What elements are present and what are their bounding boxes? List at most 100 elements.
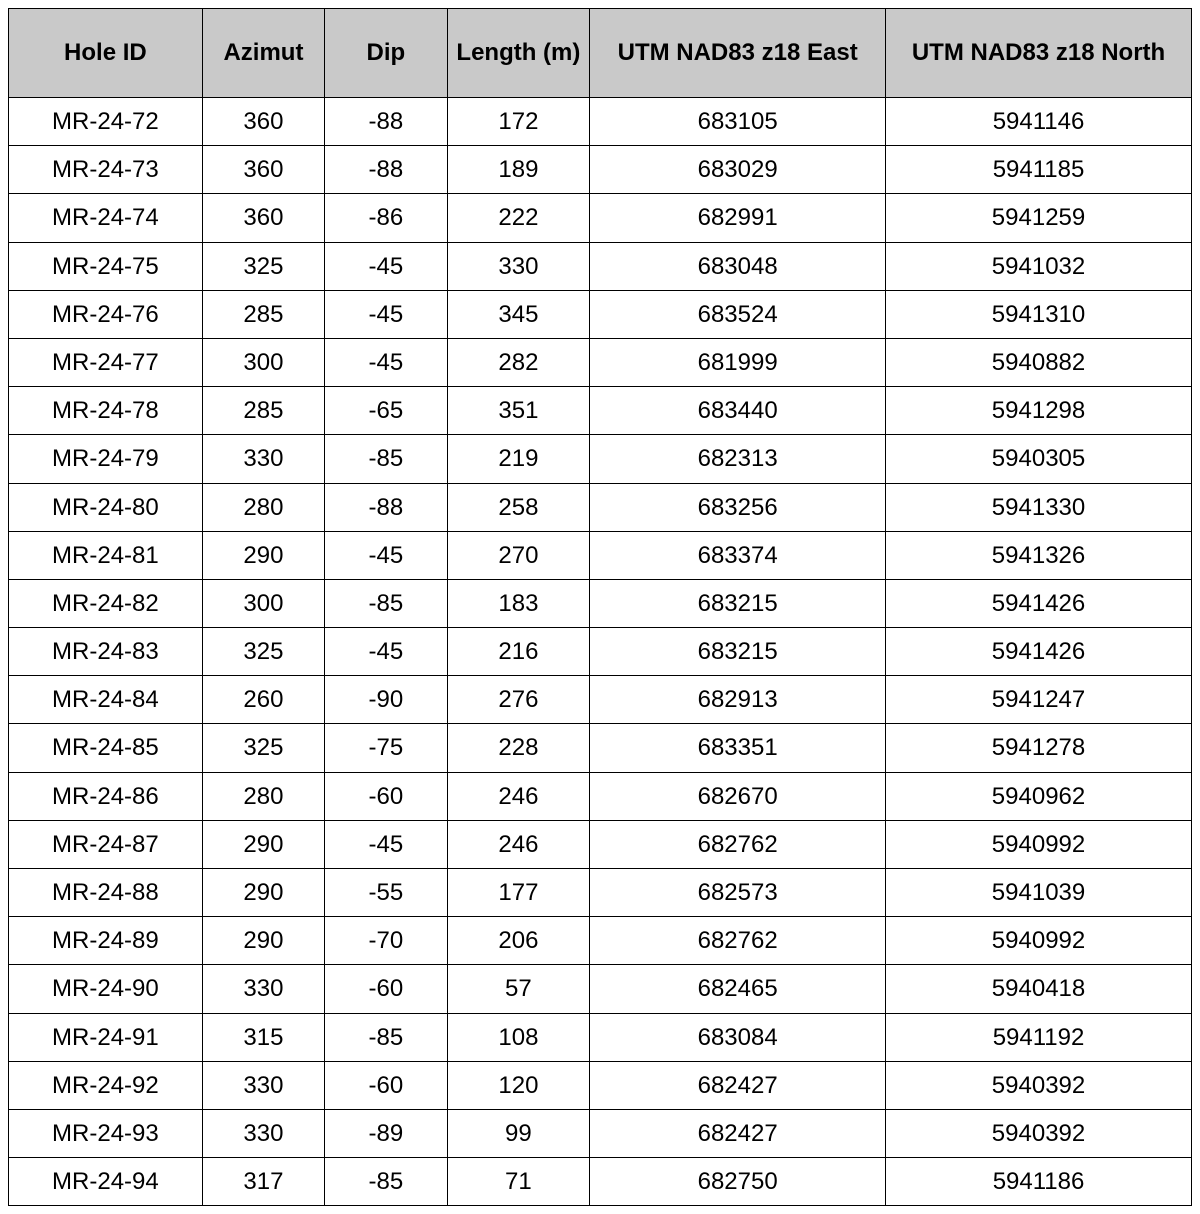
table-row: MR-24-92330-601206824275940392 bbox=[9, 1061, 1192, 1109]
table-row: MR-24-86280-602466826705940962 bbox=[9, 772, 1192, 820]
header-north: UTM NAD83 z18 North bbox=[886, 9, 1192, 98]
cell: MR-24-78 bbox=[9, 387, 203, 435]
cell: MR-24-85 bbox=[9, 724, 203, 772]
cell: -86 bbox=[325, 194, 447, 242]
cell: 5940962 bbox=[886, 772, 1192, 820]
cell: 5940882 bbox=[886, 338, 1192, 386]
cell: MR-24-92 bbox=[9, 1061, 203, 1109]
table-row: MR-24-83325-452166832155941426 bbox=[9, 628, 1192, 676]
cell: -88 bbox=[325, 98, 447, 146]
cell: 351 bbox=[447, 387, 590, 435]
cell: 5941146 bbox=[886, 98, 1192, 146]
cell: 315 bbox=[202, 1013, 324, 1061]
cell: MR-24-91 bbox=[9, 1013, 203, 1061]
cell: -88 bbox=[325, 146, 447, 194]
header-hole-id: Hole ID bbox=[9, 9, 203, 98]
cell: 5941192 bbox=[886, 1013, 1192, 1061]
cell: 71 bbox=[447, 1158, 590, 1206]
cell: 681999 bbox=[590, 338, 886, 386]
cell: MR-24-87 bbox=[9, 820, 203, 868]
cell: 5940392 bbox=[886, 1061, 1192, 1109]
cell: -45 bbox=[325, 290, 447, 338]
cell: 325 bbox=[202, 724, 324, 772]
cell: 222 bbox=[447, 194, 590, 242]
cell: 330 bbox=[202, 435, 324, 483]
cell: 682991 bbox=[590, 194, 886, 242]
cell: 5941426 bbox=[886, 579, 1192, 627]
cell: 360 bbox=[202, 146, 324, 194]
cell: 5941185 bbox=[886, 146, 1192, 194]
header-east: UTM NAD83 z18 East bbox=[590, 9, 886, 98]
cell: MR-24-75 bbox=[9, 242, 203, 290]
cell: 683029 bbox=[590, 146, 886, 194]
cell: 246 bbox=[447, 772, 590, 820]
cell: 345 bbox=[447, 290, 590, 338]
cell: MR-24-83 bbox=[9, 628, 203, 676]
cell: -90 bbox=[325, 676, 447, 724]
cell: -60 bbox=[325, 1061, 447, 1109]
cell: 5940992 bbox=[886, 917, 1192, 965]
cell: 682762 bbox=[590, 917, 886, 965]
cell: MR-24-90 bbox=[9, 965, 203, 1013]
table-head: Hole ID Azimut Dip Length (m) UTM NAD83 … bbox=[9, 9, 1192, 98]
cell: 5941186 bbox=[886, 1158, 1192, 1206]
cell: MR-24-89 bbox=[9, 917, 203, 965]
cell: 258 bbox=[447, 483, 590, 531]
cell: MR-24-72 bbox=[9, 98, 203, 146]
table-row: MR-24-75325-453306830485941032 bbox=[9, 242, 1192, 290]
cell: 290 bbox=[202, 869, 324, 917]
cell: 683105 bbox=[590, 98, 886, 146]
header-row: Hole ID Azimut Dip Length (m) UTM NAD83 … bbox=[9, 9, 1192, 98]
cell: 683524 bbox=[590, 290, 886, 338]
cell: 683256 bbox=[590, 483, 886, 531]
table-row: MR-24-79330-852196823135940305 bbox=[9, 435, 1192, 483]
cell: -60 bbox=[325, 965, 447, 1013]
cell: 682573 bbox=[590, 869, 886, 917]
cell: 5941326 bbox=[886, 531, 1192, 579]
table-row: MR-24-74360-862226829915941259 bbox=[9, 194, 1192, 242]
cell: MR-24-88 bbox=[9, 869, 203, 917]
table-row: MR-24-76285-453456835245941310 bbox=[9, 290, 1192, 338]
cell: MR-24-79 bbox=[9, 435, 203, 483]
cell: 290 bbox=[202, 531, 324, 579]
cell: -88 bbox=[325, 483, 447, 531]
cell: 206 bbox=[447, 917, 590, 965]
cell: 325 bbox=[202, 242, 324, 290]
cell: 682750 bbox=[590, 1158, 886, 1206]
cell: 228 bbox=[447, 724, 590, 772]
cell: -85 bbox=[325, 579, 447, 627]
header-dip: Dip bbox=[325, 9, 447, 98]
table-row: MR-24-81290-452706833745941326 bbox=[9, 531, 1192, 579]
table-row: MR-24-91315-851086830845941192 bbox=[9, 1013, 1192, 1061]
cell: 682762 bbox=[590, 820, 886, 868]
cell: 219 bbox=[447, 435, 590, 483]
table-row: MR-24-90330-60576824655940418 bbox=[9, 965, 1192, 1013]
cell: -85 bbox=[325, 1013, 447, 1061]
cell: -45 bbox=[325, 338, 447, 386]
cell: 683215 bbox=[590, 628, 886, 676]
cell: MR-24-82 bbox=[9, 579, 203, 627]
cell: 285 bbox=[202, 387, 324, 435]
cell: 683440 bbox=[590, 387, 886, 435]
cell: MR-24-74 bbox=[9, 194, 203, 242]
cell: 300 bbox=[202, 338, 324, 386]
cell: 260 bbox=[202, 676, 324, 724]
cell: 290 bbox=[202, 820, 324, 868]
cell: 270 bbox=[447, 531, 590, 579]
cell: 330 bbox=[202, 1109, 324, 1157]
cell: 5941298 bbox=[886, 387, 1192, 435]
cell: MR-24-80 bbox=[9, 483, 203, 531]
drill-hole-table: Hole ID Azimut Dip Length (m) UTM NAD83 … bbox=[8, 8, 1192, 1206]
cell: -70 bbox=[325, 917, 447, 965]
cell: 280 bbox=[202, 772, 324, 820]
table-row: MR-24-82300-851836832155941426 bbox=[9, 579, 1192, 627]
cell: 216 bbox=[447, 628, 590, 676]
table-row: MR-24-77300-452826819995940882 bbox=[9, 338, 1192, 386]
cell: 246 bbox=[447, 820, 590, 868]
cell: 280 bbox=[202, 483, 324, 531]
cell: MR-24-94 bbox=[9, 1158, 203, 1206]
cell: 5941278 bbox=[886, 724, 1192, 772]
cell: -65 bbox=[325, 387, 447, 435]
cell: MR-24-81 bbox=[9, 531, 203, 579]
cell: -75 bbox=[325, 724, 447, 772]
